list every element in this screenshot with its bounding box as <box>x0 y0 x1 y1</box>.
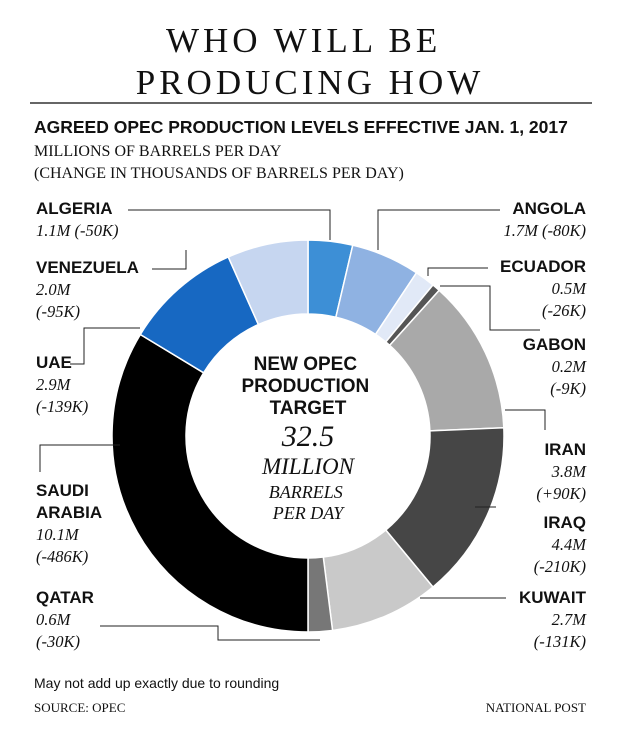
center-unit: MILLION <box>261 454 356 479</box>
text-line: PRODUCTION <box>242 376 375 397</box>
donut-segment <box>111 333 309 633</box>
change-label: (-139K) <box>36 397 88 416</box>
source: SOURCE: OPEC <box>34 700 125 715</box>
value-label: 4.4M <box>552 535 588 554</box>
leader-line <box>100 625 320 641</box>
value-label: 1.1M <box>36 221 72 240</box>
donut-segment <box>227 239 309 326</box>
chart-title: WHO WILL BE PRODUCING HOW <box>136 21 485 102</box>
value-label: 0.5M <box>552 279 588 298</box>
credit: NATIONAL POST <box>486 700 586 715</box>
category-label: KUWAIT <box>519 588 587 607</box>
change-label: (-50K) <box>75 221 119 240</box>
category-label: IRAQ <box>544 513 587 532</box>
value-label: 0.2M <box>552 357 588 376</box>
value-label: 2.7M <box>552 610 588 629</box>
value-label: 3.8M <box>551 462 588 481</box>
category-label: ECUADOR <box>500 257 586 276</box>
unit-label: MILLIONS OF BARRELS PER DAY <box>34 143 282 160</box>
value-label: 10.1M <box>36 525 80 544</box>
value-line: 1.1M (-50K) <box>36 221 119 240</box>
change-label: (-30K) <box>36 632 80 651</box>
category-label: VENEZUELA <box>36 258 139 277</box>
text-line: SAUDI <box>36 481 94 500</box>
leader-line <box>70 327 140 365</box>
donut-chart: ALGERIA 1.1M (-50K) ANGOLA 1.7M (-80K) ECUAD… <box>36 199 587 651</box>
category-label: QATAR <box>36 588 94 607</box>
category-label: SAUDI ARABIA <box>36 481 102 522</box>
center-unit-detail: BARRELS PER DAY <box>269 482 348 523</box>
value-line: 1.7M (-80K) <box>504 221 587 240</box>
leader-line <box>427 267 488 276</box>
text-line: WHO WILL BE <box>166 21 454 60</box>
category-label: ANGOLA <box>512 199 586 218</box>
change-label: (-95K) <box>36 302 80 321</box>
change-label: (-131K) <box>534 632 586 651</box>
text-line: TARGET <box>270 398 347 419</box>
value-label: 2.0M <box>36 280 72 299</box>
category-label: GABON <box>523 335 586 354</box>
category-label: UAE <box>36 353 72 372</box>
change-label: (-26K) <box>542 301 586 320</box>
text-line: BARRELS <box>269 482 348 502</box>
leader-line <box>39 444 120 472</box>
change-label: (-486K) <box>36 547 88 566</box>
change-label: (+90K) <box>536 484 586 503</box>
value-label: 1.7M <box>504 221 540 240</box>
text-line: ARABIA <box>36 503 102 522</box>
center-heading: NEW OPEC PRODUCTION TARGET <box>242 354 375 419</box>
note: May not add up exactly due to rounding <box>34 675 279 691</box>
leader-line <box>440 285 540 331</box>
text-line: PRODUCING HOW <box>136 63 485 102</box>
leader-line <box>505 409 546 430</box>
change-unit-label: (CHANGE IN THOUSANDS OF BARRELS PER DAY) <box>34 165 404 182</box>
change-label: (-9K) <box>550 379 586 398</box>
category-label: ALGERIA <box>36 199 113 218</box>
leader-line <box>128 209 331 240</box>
value-label: 2.9M <box>36 375 72 394</box>
change-label: (-80K) <box>542 221 586 240</box>
leader-line <box>377 209 500 250</box>
text-line: NEW OPEC <box>254 354 363 375</box>
leader-line <box>152 250 187 270</box>
change-label: (-210K) <box>534 557 586 576</box>
value-label: 0.6M <box>36 610 72 629</box>
text-line: PER DAY <box>272 503 345 523</box>
subtitle: AGREED OPEC PRODUCTION LEVELS EFFECTIVE … <box>34 117 568 137</box>
center-value: 32.5 <box>281 420 335 453</box>
category-label: IRAN <box>544 440 586 459</box>
